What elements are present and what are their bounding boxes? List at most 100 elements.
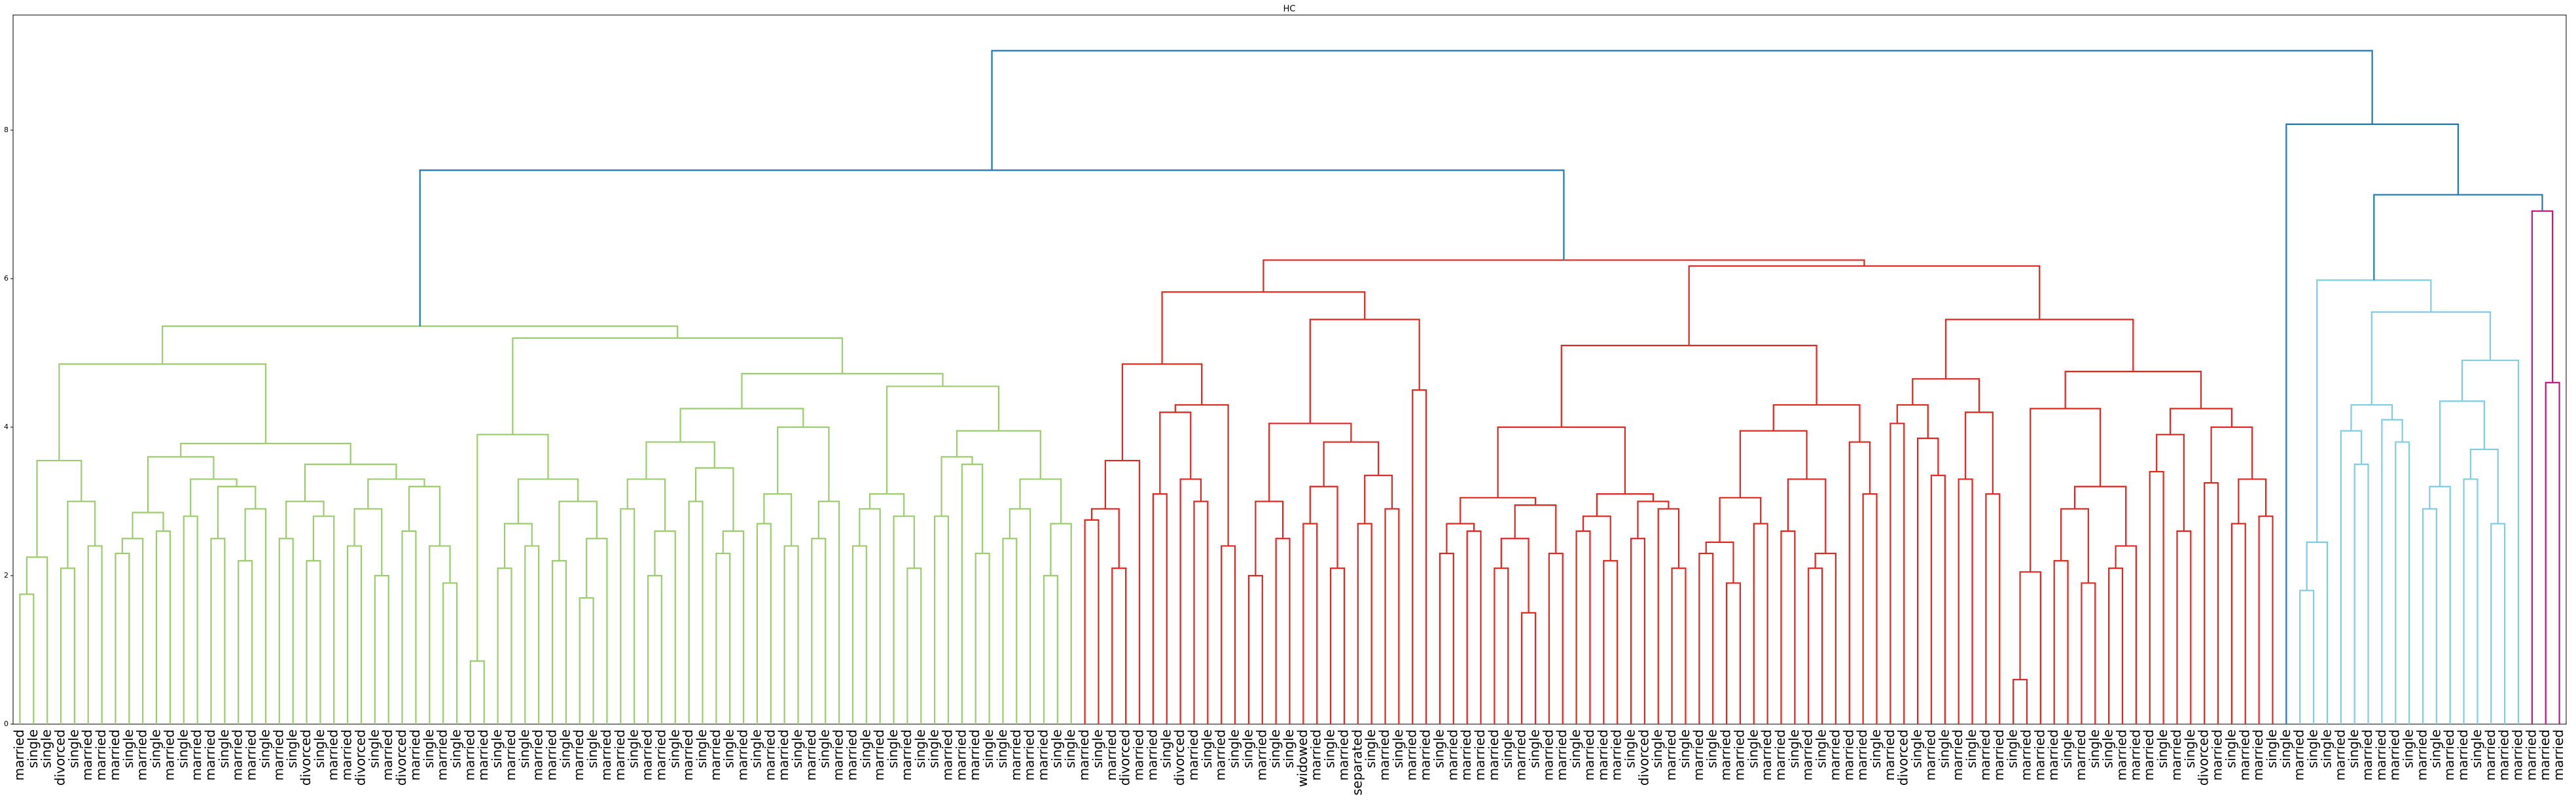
link xyxy=(2316,279,2432,542)
leaf-label: married xyxy=(11,729,27,780)
leaf-label: married xyxy=(1581,729,1597,780)
leaf-label: married xyxy=(2209,729,2225,780)
link xyxy=(1497,426,1626,498)
link xyxy=(1174,404,1229,546)
leaf-label: married xyxy=(1458,729,1474,780)
leaf-label: divorced xyxy=(1172,729,1187,786)
link xyxy=(551,560,567,724)
leaf-label: married xyxy=(831,729,846,780)
link xyxy=(1500,538,1530,613)
link xyxy=(419,169,1565,326)
leaf-label: married xyxy=(1690,729,1706,780)
leaf-label: married xyxy=(2045,729,2061,780)
link xyxy=(304,463,397,502)
leaf-label: married xyxy=(1731,729,1747,780)
leaf-label: married xyxy=(1404,729,1420,780)
link xyxy=(1302,523,1318,724)
leaf-label: single xyxy=(2305,729,2321,768)
leaf-label: married xyxy=(2018,729,2033,780)
link xyxy=(1889,423,1905,724)
link xyxy=(67,500,96,568)
leaf-label: single xyxy=(257,729,272,768)
leaf-label: married xyxy=(2073,729,2088,780)
link xyxy=(647,574,662,724)
leaf-label: single xyxy=(175,729,190,768)
link xyxy=(722,530,745,724)
link xyxy=(1575,530,1591,724)
link xyxy=(121,538,144,724)
link xyxy=(2461,359,2520,724)
leaf-label: married xyxy=(2114,729,2130,780)
link xyxy=(783,545,799,724)
leaf-label: single xyxy=(1499,729,1515,768)
leaf-label: single xyxy=(980,729,996,768)
link xyxy=(956,430,1041,479)
link xyxy=(1357,523,1372,724)
y-tick-label: 4 xyxy=(4,423,9,431)
leaf-label: married xyxy=(1103,729,1119,780)
link xyxy=(1637,500,1670,539)
leaf-label: single xyxy=(25,729,41,768)
leaf-label: married xyxy=(2496,729,2512,780)
link xyxy=(26,556,48,724)
leaf-label: married xyxy=(1800,729,1816,780)
leaf-label: single xyxy=(148,729,164,768)
link xyxy=(1009,508,1031,724)
link xyxy=(2463,478,2478,724)
link xyxy=(1247,574,1263,724)
link xyxy=(2469,448,2499,524)
leaf-label: married xyxy=(844,729,859,780)
link xyxy=(132,512,164,539)
leaf-label: married xyxy=(762,729,778,780)
leaf-label: married xyxy=(1444,729,1460,780)
leaf-label: single xyxy=(721,729,737,768)
link xyxy=(1459,497,1537,524)
leaf-label: single xyxy=(2346,729,2361,768)
leaf-label: single xyxy=(1240,729,1255,768)
link xyxy=(1514,504,1557,553)
leaf-label: married xyxy=(1609,729,1624,780)
leaf-label: married xyxy=(1827,729,1842,780)
link xyxy=(1309,485,1338,568)
leaf-label: married xyxy=(380,729,395,780)
link xyxy=(1152,493,1168,724)
link xyxy=(2012,678,2028,724)
link xyxy=(210,538,226,724)
leaf-label: married xyxy=(1772,729,1788,780)
link xyxy=(1912,378,1980,413)
link xyxy=(183,515,198,724)
leaf-label: married xyxy=(2441,729,2457,780)
leaf-label: married xyxy=(2414,729,2429,780)
link xyxy=(1808,567,1823,724)
link xyxy=(147,456,215,513)
link xyxy=(2439,400,2485,487)
leaf-label: single xyxy=(284,729,300,768)
leaf-label: single xyxy=(1090,729,1105,768)
leaf-label: single xyxy=(626,729,641,768)
leaf-label: married xyxy=(871,729,887,780)
leaf-label: single xyxy=(1814,729,1829,768)
link xyxy=(715,552,731,724)
leaf-label: married xyxy=(735,729,751,780)
leaf-label: divorced xyxy=(1636,729,1651,786)
link xyxy=(2108,567,2124,724)
leaf-label: married xyxy=(653,729,668,780)
leaf-label: married xyxy=(707,729,723,780)
link xyxy=(408,485,441,546)
leaf-label: single xyxy=(1622,729,1638,768)
link xyxy=(155,530,171,724)
link xyxy=(991,50,2373,171)
leaf-label: single xyxy=(1936,729,1952,768)
leaf-label: married xyxy=(161,729,177,780)
link xyxy=(2210,426,2253,483)
leaf-label: married xyxy=(530,729,546,780)
leaf-label: married xyxy=(639,729,655,780)
link xyxy=(1002,538,1018,724)
leaf-label: married xyxy=(1663,729,1679,780)
link xyxy=(817,500,840,724)
leaf-label: married xyxy=(1253,729,1269,780)
link xyxy=(60,567,75,724)
link xyxy=(2370,311,2492,405)
